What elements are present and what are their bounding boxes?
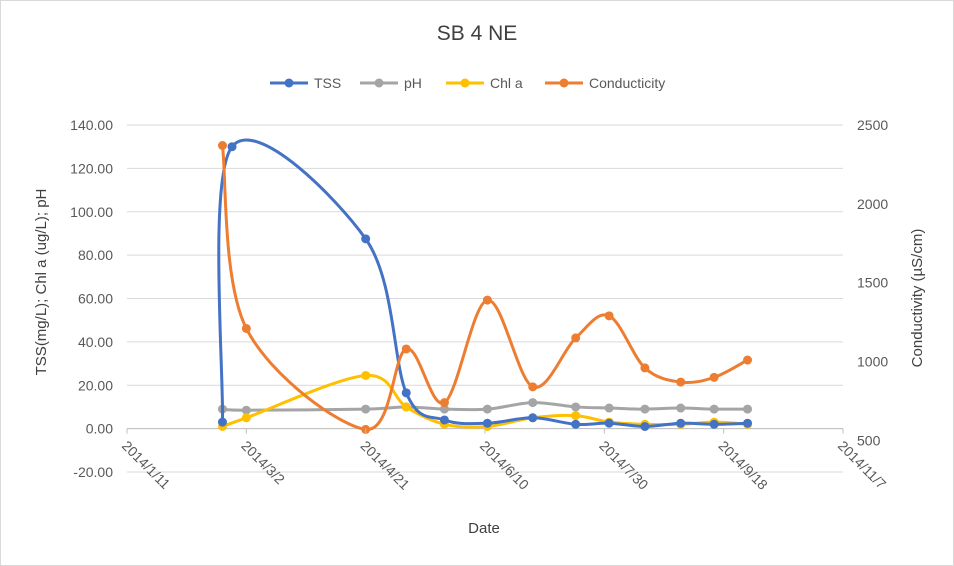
series-line-conducticity [220,144,750,431]
data-point-tss [482,418,492,428]
data-point-tss [439,415,449,425]
data-point-chl-a [401,402,411,412]
data-point-ph [528,398,538,408]
y-left-tick-label: 60.00 [78,291,113,307]
series-ph [217,398,753,415]
legend-label: TSS [314,75,341,91]
data-point-chl-a [571,411,581,421]
data-point-conducticity [743,355,753,365]
y-right-tick-label: 2500 [857,117,888,133]
y-left-tick-label: -20.00 [73,464,113,480]
series-layer [217,138,753,434]
data-point-ph [439,404,449,414]
x-tick-label: 2014/9/18 [716,437,772,493]
x-tick-label: 2014/1/11 [119,437,174,492]
data-point-ph [571,402,581,412]
legend: TSS pH Chl a Conducticity [270,75,665,91]
data-point-conducticity [676,377,686,387]
series-line-chl-a [220,373,750,429]
data-point-tss [604,418,614,428]
legend-item-ph: pH [360,75,422,91]
data-point-tss [227,142,237,152]
x-tick-label: 2014/7/30 [596,437,652,493]
left-axis-ticks: -20.00 0.00 20.00 40.00 60.00 80.00 100.00 120.… [70,117,113,480]
data-point-chl-a [361,370,371,380]
series-tss [217,138,753,431]
legend-swatch-marker [374,78,384,88]
legend-label: Conducticity [589,75,665,91]
data-point-tss [640,421,650,431]
legend-swatch-marker [284,78,294,88]
legend-item-tss: TSS [270,75,341,91]
data-point-tss [676,418,686,428]
y-left-tick-label: 100.00 [70,204,113,220]
y-right-tick-label: 1000 [857,354,888,370]
data-point-ph [743,404,753,414]
series-line-tss [217,138,750,428]
data-point-conducticity [241,323,251,333]
data-point-tss [743,418,753,428]
y-axis-right-title: Conductivity (µS/cm) [909,229,926,368]
data-point-conducticity [571,333,581,343]
data-point-tss [361,234,371,244]
legend-swatch-marker [460,78,470,88]
data-point-conducticity [640,363,650,373]
data-point-conducticity [604,311,614,321]
data-point-conducticity [217,141,227,151]
data-point-tss [709,419,719,429]
data-point-conducticity [709,372,719,382]
y-right-tick-label: 1500 [857,275,888,291]
legend-item-conducticity: Conducticity [545,75,665,91]
y-left-tick-label: 80.00 [78,247,113,263]
y-left-tick-label: 120.00 [70,160,113,176]
x-tick-label: 2014/6/10 [477,437,533,493]
y-right-tick-label: 2000 [857,196,888,212]
data-point-ph [361,404,371,414]
x-tick-label: 2014/3/2 [238,437,288,487]
legend-label: Chl a [490,75,523,91]
data-point-tss [401,388,411,398]
legend-swatch-marker [559,78,569,88]
x-axis-title: Date [468,520,500,537]
x-tick-label: 2014/4/21 [358,437,414,493]
data-point-ph [604,403,614,413]
data-point-ph [709,404,719,414]
data-point-chl-a [241,413,251,423]
chart-title: SB 4 NE [437,22,518,45]
y-left-tick-label: 20.00 [78,377,113,393]
x-axis-ticks: 2014/1/11 2014/3/2 2014/4/21 2014/6/10 2014/… [119,428,890,493]
data-point-ph [676,403,686,413]
y-left-tick-label: 0.00 [86,421,113,437]
data-point-tss [217,417,227,427]
series-conducticity [217,141,753,434]
data-point-ph [482,404,492,414]
y-axis-left-title: TSS(mg/L); Chl a (ug/L); pH [33,189,50,376]
y-left-tick-label: 40.00 [78,334,113,350]
data-point-ph [241,405,251,415]
data-point-conducticity [401,344,411,354]
legend-item-chl-a: Chl a [446,75,523,91]
data-point-tss [571,419,581,429]
y-left-tick-label: 140.00 [70,117,113,133]
data-point-conducticity [482,295,492,305]
legend-label: pH [404,75,422,91]
data-point-conducticity [528,382,538,392]
data-point-ph [640,404,650,414]
data-point-conducticity [439,398,449,408]
data-point-tss [528,413,538,423]
y-right-tick-label: 500 [857,432,881,448]
right-axis-ticks: 500 1000 1500 2000 2500 [857,117,888,448]
